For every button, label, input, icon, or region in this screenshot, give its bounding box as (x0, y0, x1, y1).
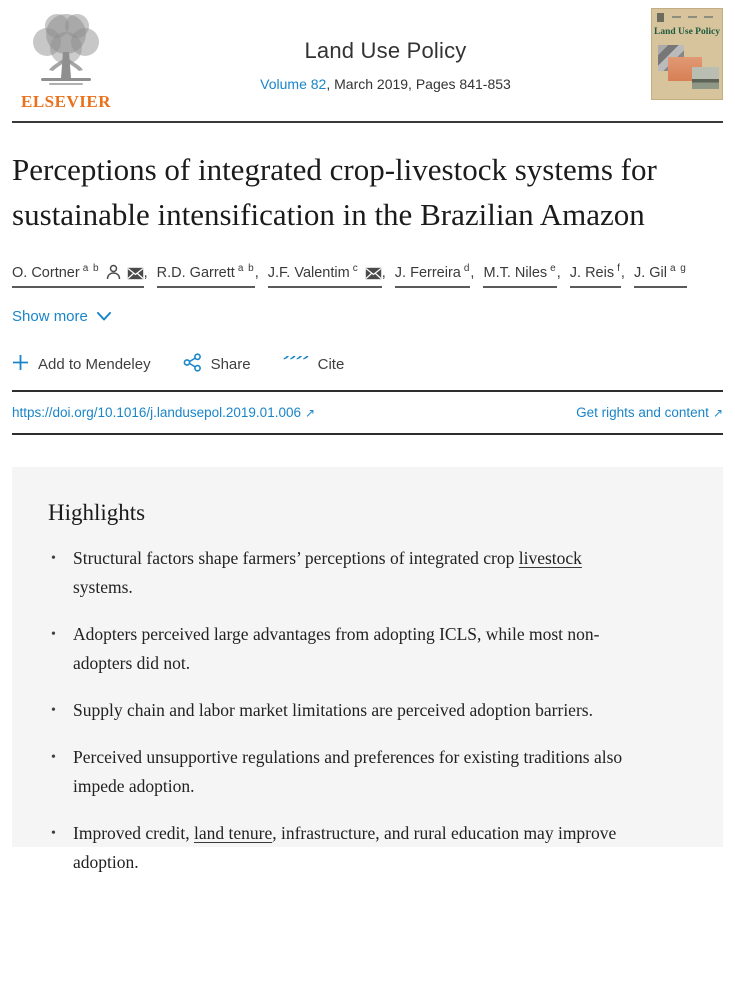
issue-info: , March 2019, Pages 841-853 (326, 76, 511, 92)
divider (12, 432, 723, 435)
doi-row: https://doi.org/10.1016/j.landusepol.201… (12, 392, 723, 433)
author-affiliation-sup: c (352, 263, 359, 274)
journal-title-link[interactable]: Land Use Policy (304, 38, 467, 63)
plus-icon (12, 354, 29, 375)
elsevier-logo[interactable]: ELSEVIER (12, 8, 120, 112)
doi-link[interactable]: https://doi.org/10.1016/j.landusepol.201… (12, 405, 315, 420)
highlights-list: Structural factors shape farmers’ percep… (48, 544, 687, 877)
cover-logo-square (657, 13, 664, 22)
mendeley-label: Add to Mendeley (38, 355, 151, 373)
author-separator: , (254, 264, 263, 281)
chevron-down-icon (96, 308, 111, 325)
external-link-icon: ↗ (304, 405, 316, 420)
cover-photo-tile (692, 67, 719, 89)
author-link[interactable]: J. Gil a g (633, 263, 687, 288)
highlight-item: Structural factors shape farmers’ percep… (48, 544, 628, 602)
article-page: ELSEVIER Land Use Policy Volume 82, Marc… (0, 0, 735, 847)
author-name: J.F. Valentim (267, 264, 350, 281)
author-link[interactable]: O. Cortner a b (12, 263, 144, 288)
author-separator: , (470, 264, 479, 281)
add-to-mendeley-button[interactable]: Add to Mendeley (12, 354, 151, 375)
author-name: M.T. Niles (483, 264, 548, 281)
journal-header: ELSEVIER Land Use Policy Volume 82, Marc… (12, 0, 723, 123)
show-more-button[interactable]: Show more (12, 308, 111, 325)
author-affiliation-sup: a b (82, 263, 100, 274)
author-separator: , (556, 264, 565, 281)
show-more-label: Show more (12, 307, 88, 325)
author-separator: , (381, 264, 390, 281)
external-link-icon: ↗ (712, 405, 723, 420)
author-affiliation-sup: d (463, 263, 471, 274)
author-affiliation-sup: e (550, 263, 557, 274)
journal-cover-thumbnail[interactable]: Land Use Policy (651, 8, 723, 100)
highlight-item: Supply chain and labor market limitation… (48, 696, 628, 725)
share-button[interactable]: Share (183, 353, 251, 376)
cover-dash (704, 16, 713, 18)
highlights-section: Highlights Structural factors shape farm… (12, 466, 723, 872)
share-icon (183, 353, 202, 376)
author-name: R.D. Garrett (156, 264, 235, 281)
term-link[interactable]: livestock (518, 547, 582, 568)
author-name: J. Reis (569, 264, 615, 281)
highlight-item: Adopters perceived large advantages from… (48, 620, 628, 678)
share-label: Share (210, 355, 251, 373)
author-separator: , (143, 264, 152, 281)
elsevier-tree-icon (12, 8, 120, 94)
highlight-item: Perceived unsupportive regulations and p… (48, 743, 628, 801)
person-icon[interactable] (106, 264, 121, 284)
author-link[interactable]: J. Reis f (569, 263, 621, 288)
author-affiliation-sup: a g (669, 263, 687, 274)
divider (12, 389, 723, 392)
author-link[interactable]: R.D. Garrett a b (156, 263, 255, 288)
author-name: O. Cortner (12, 264, 80, 281)
cite-quote-icon: ”” (283, 356, 309, 372)
highlight-item: Improved credit, land tenure, infrastruc… (48, 819, 628, 877)
highlights-heading: Highlights (48, 499, 146, 525)
volume-link[interactable]: Volume 82 (260, 76, 327, 92)
email-icon[interactable] (127, 267, 144, 284)
elsevier-wordmark: ELSEVIER (21, 92, 111, 111)
author-name: J. Gil (633, 264, 667, 281)
term-link[interactable]: land tenure (194, 822, 273, 843)
author-name: J. Ferreira (394, 264, 461, 281)
article-title: Perceptions of integrated crop-livestock… (12, 152, 657, 232)
rights-and-content-link[interactable]: Get rights and content ↗ (576, 405, 723, 420)
cover-dash (688, 16, 697, 18)
journal-header-center: Land Use Policy Volume 82, March 2019, P… (120, 8, 651, 92)
cover-title: Land Use Policy (654, 27, 720, 37)
rights-text: Get rights and content (576, 404, 709, 420)
author-link[interactable]: M.T. Niles e (483, 263, 557, 288)
author-separator: , (620, 264, 629, 281)
author-affiliation-sup: f (617, 263, 621, 274)
cite-button[interactable]: ”” Cite (283, 356, 345, 373)
volume-issue-line: Volume 82, March 2019, Pages 841-853 (120, 76, 651, 92)
author-list: O. Cortner a b, R.D. Garrett a b, J.F. Val… (12, 263, 723, 288)
email-icon[interactable] (365, 267, 382, 284)
action-bar: Add to Mendeley Share ”” Cite (12, 353, 723, 376)
author-affiliation-sup: a b (237, 263, 255, 274)
cover-dash (672, 16, 681, 18)
author-link[interactable]: J.F. Valentim c (267, 263, 382, 288)
author-link[interactable]: J. Ferreira d (394, 263, 471, 288)
doi-text: https://doi.org/10.1016/j.landusepol.201… (12, 404, 301, 420)
cite-label: Cite (317, 355, 345, 373)
